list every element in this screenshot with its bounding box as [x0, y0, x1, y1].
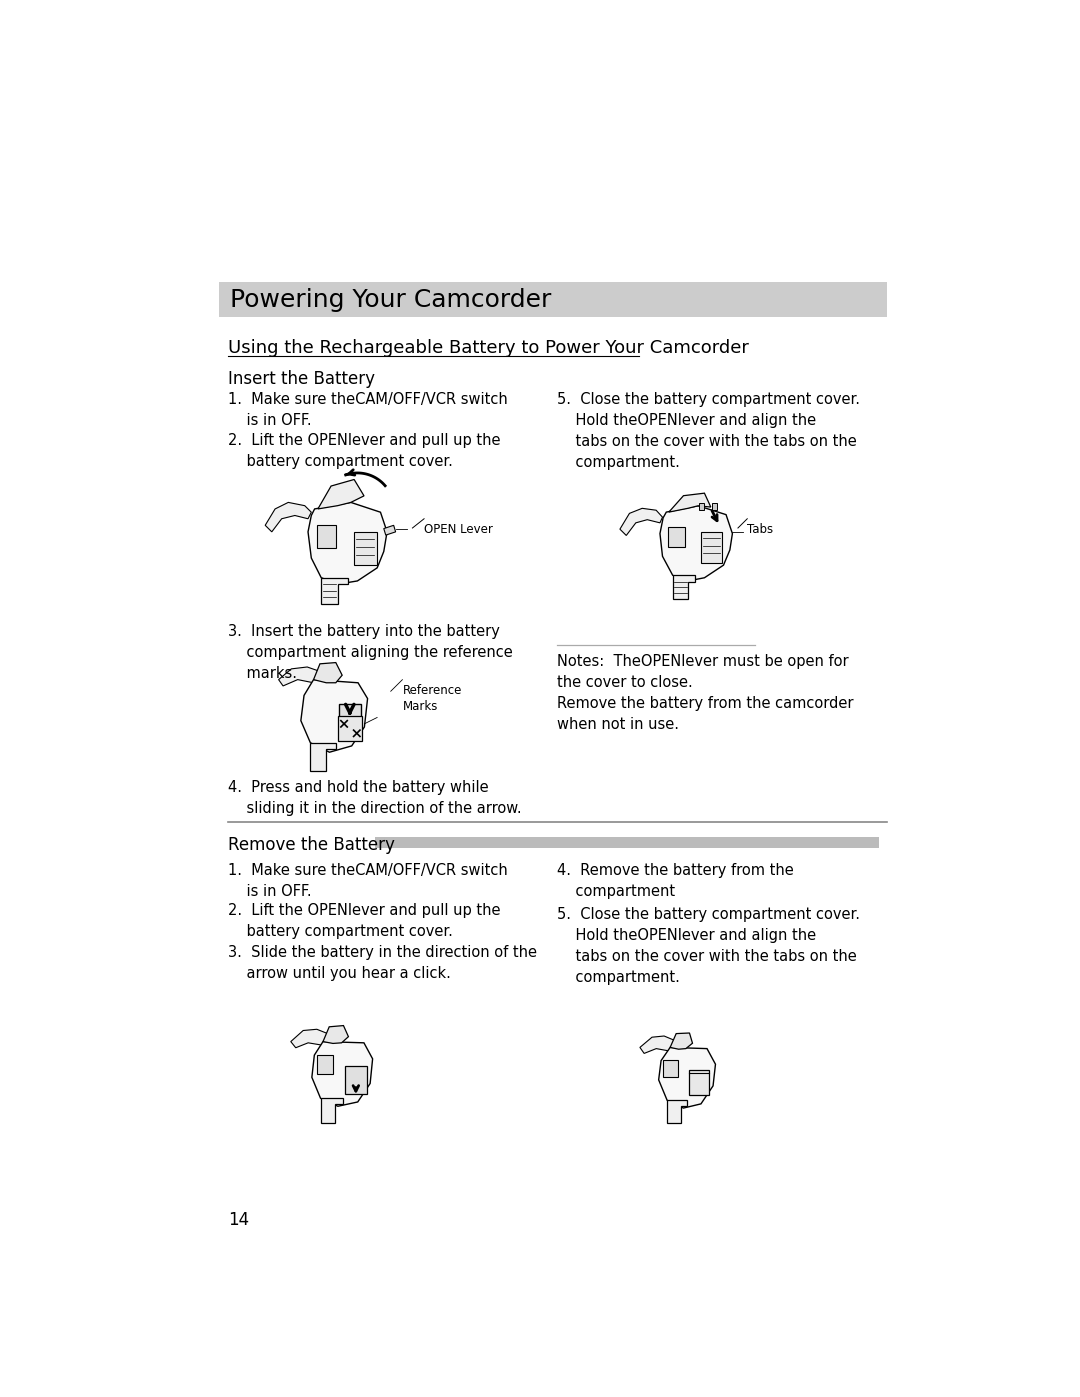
Bar	[700, 503, 704, 510]
Polygon shape	[279, 666, 321, 686]
Polygon shape	[673, 576, 694, 598]
Text: 3.  Insert the battery into the battery
    compartment aligning the reference
 : 3. Insert the battery into the battery c…	[228, 624, 513, 682]
Polygon shape	[659, 1048, 715, 1108]
Polygon shape	[667, 1101, 687, 1123]
Text: 3.  Slide the battery in the direction of the
    arrow until you hear a click.: 3. Slide the battery in the direction of…	[228, 946, 537, 981]
Polygon shape	[670, 1032, 692, 1049]
Polygon shape	[318, 479, 364, 509]
Text: 2.  Lift the OPENlever and pull up the
    battery compartment cover.: 2. Lift the OPENlever and pull up the ba…	[228, 902, 500, 939]
Polygon shape	[291, 1030, 330, 1048]
Text: Notes:  TheOPENlever must be open for
the cover to close.
Remove the battery fro: Notes: TheOPENlever must be open for the…	[557, 654, 854, 732]
Text: OPEN Lever: OPEN Lever	[424, 522, 492, 535]
Polygon shape	[323, 1025, 349, 1044]
Polygon shape	[301, 679, 367, 752]
Polygon shape	[312, 1042, 373, 1106]
Polygon shape	[640, 1037, 677, 1053]
Bar	[218, 282, 887, 317]
Polygon shape	[383, 525, 395, 535]
Text: 1.  Make sure theCAM/OFF/VCR switch
    is in OFF.: 1. Make sure theCAM/OFF/VCR switch is in…	[228, 863, 508, 898]
Polygon shape	[321, 1098, 342, 1123]
Bar	[663, 1060, 678, 1077]
Text: 5.  Close the battery compartment cover.
    Hold theOPENlever and align the
   : 5. Close the battery compartment cover. …	[557, 907, 861, 985]
Text: Using the Rechargeable Battery to Power Your Camcorder: Using the Rechargeable Battery to Power …	[228, 338, 748, 356]
Polygon shape	[308, 503, 387, 584]
Text: 2.  Lift the OPENlever and pull up the
    battery compartment cover.: 2. Lift the OPENlever and pull up the ba…	[228, 433, 500, 469]
Text: Insert the Battery: Insert the Battery	[228, 370, 375, 388]
Bar	[667, 527, 686, 546]
Bar	[339, 704, 361, 718]
Polygon shape	[620, 509, 662, 535]
Text: 1.  Make sure theCAM/OFF/VCR switch
    is in OFF.: 1. Make sure theCAM/OFF/VCR switch is in…	[228, 393, 508, 429]
Bar	[701, 532, 723, 563]
Bar	[354, 532, 377, 564]
Text: Remove the Battery: Remove the Battery	[228, 835, 395, 854]
Bar	[712, 503, 717, 510]
Text: 14: 14	[228, 1211, 249, 1229]
Text: 5.  Close the battery compartment cover.
    Hold theOPENlever and align the
   : 5. Close the battery compartment cover. …	[557, 393, 861, 471]
Bar	[316, 525, 336, 548]
Polygon shape	[310, 743, 336, 771]
Polygon shape	[321, 578, 348, 604]
Text: 4.  Remove the battery from the
    compartment: 4. Remove the battery from the compartme…	[557, 863, 794, 898]
Polygon shape	[266, 503, 311, 532]
Text: Reference
Marks: Reference Marks	[403, 683, 462, 712]
Polygon shape	[660, 506, 732, 581]
Text: Powering Your Camcorder: Powering Your Camcorder	[230, 288, 551, 312]
Polygon shape	[313, 662, 342, 683]
Text: 4.  Press and hold the battery while
    sliding it in the direction of the arro: 4. Press and hold the battery while slid…	[228, 780, 522, 816]
Bar	[375, 837, 879, 848]
Bar	[338, 715, 362, 740]
Bar	[316, 1055, 333, 1074]
Text: Tabs: Tabs	[747, 522, 773, 535]
Bar	[346, 1066, 367, 1094]
Polygon shape	[669, 493, 711, 513]
Bar	[689, 1070, 710, 1095]
